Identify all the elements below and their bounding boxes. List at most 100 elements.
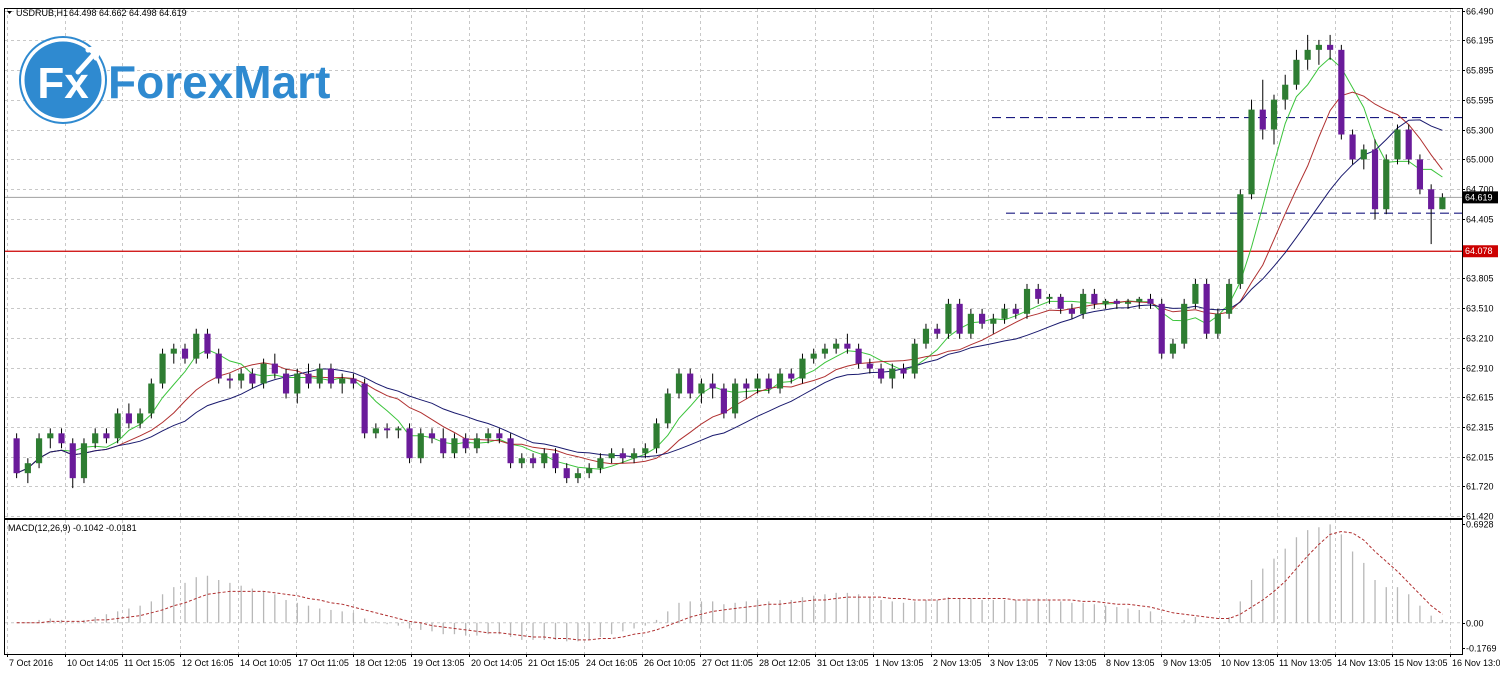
time-tick-label: 7 Nov 13:05 bbox=[1048, 658, 1097, 668]
chart-grid bbox=[5, 9, 1462, 654]
candle-body bbox=[1080, 293, 1087, 314]
candle-body bbox=[586, 468, 593, 474]
candle-body bbox=[1158, 303, 1165, 354]
candle-body bbox=[249, 373, 256, 384]
time-tick-label: 31 Oct 13:05 bbox=[817, 658, 869, 668]
candle-body bbox=[1225, 283, 1233, 314]
candle-body bbox=[24, 463, 31, 474]
macd-axis: 0.6928 0.00 -0.1769 bbox=[1462, 520, 1497, 654]
candle-body bbox=[1046, 296, 1053, 299]
candle-body bbox=[1293, 59, 1300, 85]
time-tick-label: 10 Nov 13:05 bbox=[1221, 658, 1275, 668]
candle-body bbox=[518, 458, 525, 464]
candle-body bbox=[282, 373, 290, 394]
candle-body bbox=[979, 313, 986, 324]
candle-body bbox=[148, 383, 155, 414]
time-tick-label: 21 Oct 15:05 bbox=[528, 658, 580, 668]
candle-body bbox=[339, 378, 346, 384]
candle-body bbox=[204, 333, 211, 354]
candle-body bbox=[1349, 134, 1356, 160]
price-tick-label: 62.910 bbox=[1466, 364, 1494, 374]
candle-body bbox=[305, 373, 312, 384]
red-level-tag: 64.078 bbox=[1463, 245, 1498, 258]
candle-body bbox=[1113, 300, 1120, 304]
time-tick-label: 9 Nov 13:05 bbox=[1163, 658, 1212, 668]
time-tick-label: 19 Oct 13:05 bbox=[413, 658, 465, 668]
macd-tick-label: 0.6928 bbox=[1466, 520, 1494, 530]
ohlc-label: 64.498 64.662 64.498 64.619 bbox=[69, 8, 187, 18]
time-tick-label: 2 Nov 13:05 bbox=[933, 658, 982, 668]
candle-body bbox=[395, 428, 402, 431]
candle-body bbox=[1091, 293, 1098, 304]
candle-body bbox=[1259, 109, 1266, 130]
forexmart-logo: Fx ForexMart bbox=[19, 36, 330, 124]
candle-body bbox=[642, 448, 649, 454]
candle-body bbox=[92, 433, 99, 444]
price-tick-label: 65.300 bbox=[1466, 126, 1494, 136]
candle-body bbox=[1405, 129, 1412, 160]
time-tick-label: 28 Oct 12:05 bbox=[759, 658, 811, 668]
candle-body bbox=[619, 453, 626, 459]
candle-body bbox=[1203, 283, 1210, 334]
time-tick-label: 11 Oct 15:05 bbox=[124, 658, 175, 668]
candle-body bbox=[1428, 189, 1435, 210]
candle-body bbox=[350, 378, 357, 384]
time-tick-label: 24 Oct 16:05 bbox=[586, 658, 638, 668]
candle-body bbox=[451, 438, 458, 454]
candle-body bbox=[114, 413, 121, 439]
svg-text:64.619: 64.619 bbox=[1465, 192, 1493, 202]
time-tick-label: 12 Oct 16:05 bbox=[182, 658, 234, 668]
price-axis: 66.490 66.195 65.895 65.595 65.300 65.000 64.7… bbox=[1462, 7, 1494, 522]
candle-body bbox=[507, 438, 514, 464]
price-tick-label: 62.015 bbox=[1466, 453, 1494, 463]
macd-indicator bbox=[5, 524, 1462, 642]
candle-body bbox=[776, 373, 784, 389]
candle-body bbox=[1282, 84, 1289, 100]
candle-body bbox=[440, 438, 447, 454]
candle-body bbox=[406, 428, 413, 459]
candle-body bbox=[1136, 298, 1143, 302]
candle-body bbox=[159, 353, 166, 384]
time-tick-label: 18 Oct 12:05 bbox=[355, 658, 407, 668]
candle-body bbox=[541, 453, 548, 464]
candle-body bbox=[1124, 301, 1132, 304]
time-tick-label: 16 Nov 13:05 bbox=[1452, 658, 1500, 668]
candle-body bbox=[361, 383, 368, 434]
candle-body bbox=[956, 303, 963, 334]
time-tick-label: 11 Nov 13:05 bbox=[1279, 658, 1332, 668]
candle-body bbox=[1169, 343, 1177, 354]
candle-body bbox=[563, 468, 570, 479]
candle-body bbox=[653, 423, 660, 449]
price-tick-label: 65.595 bbox=[1466, 96, 1494, 106]
candle-body bbox=[1001, 308, 1008, 319]
price-tick-label: 64.405 bbox=[1466, 215, 1494, 225]
macd-label: MACD(12,26,9) -0.1042 -0.0181 bbox=[8, 523, 137, 533]
candle-body bbox=[137, 413, 144, 424]
candle-body bbox=[327, 368, 335, 384]
candle-body bbox=[485, 433, 492, 439]
candle-body bbox=[1214, 313, 1221, 334]
price-tick-label: 64.700 bbox=[1466, 185, 1494, 195]
candle-body bbox=[372, 428, 379, 434]
candle-body bbox=[900, 368, 907, 374]
candle-body bbox=[1416, 159, 1424, 190]
candle-body bbox=[945, 303, 952, 334]
candle-body bbox=[1327, 44, 1334, 50]
candle-body bbox=[698, 383, 705, 394]
price-tick-label: 65.895 bbox=[1466, 66, 1494, 76]
candle-body bbox=[496, 433, 503, 439]
macd-pane-frame bbox=[4, 519, 1463, 655]
candle-body bbox=[911, 343, 918, 374]
candle-body bbox=[1315, 44, 1322, 50]
time-tick-label: 3 Nov 13:05 bbox=[990, 658, 1039, 668]
candle-body bbox=[1338, 49, 1345, 135]
candle-body bbox=[1035, 288, 1042, 299]
candle-body bbox=[855, 348, 862, 364]
candle-body bbox=[1248, 109, 1255, 195]
candle-body bbox=[597, 458, 604, 469]
candle-body bbox=[664, 393, 671, 424]
candle-body bbox=[1439, 197, 1446, 210]
dropdown-triangle-icon[interactable] bbox=[7, 11, 12, 14]
time-tick-label: 26 Oct 10:05 bbox=[644, 658, 696, 668]
